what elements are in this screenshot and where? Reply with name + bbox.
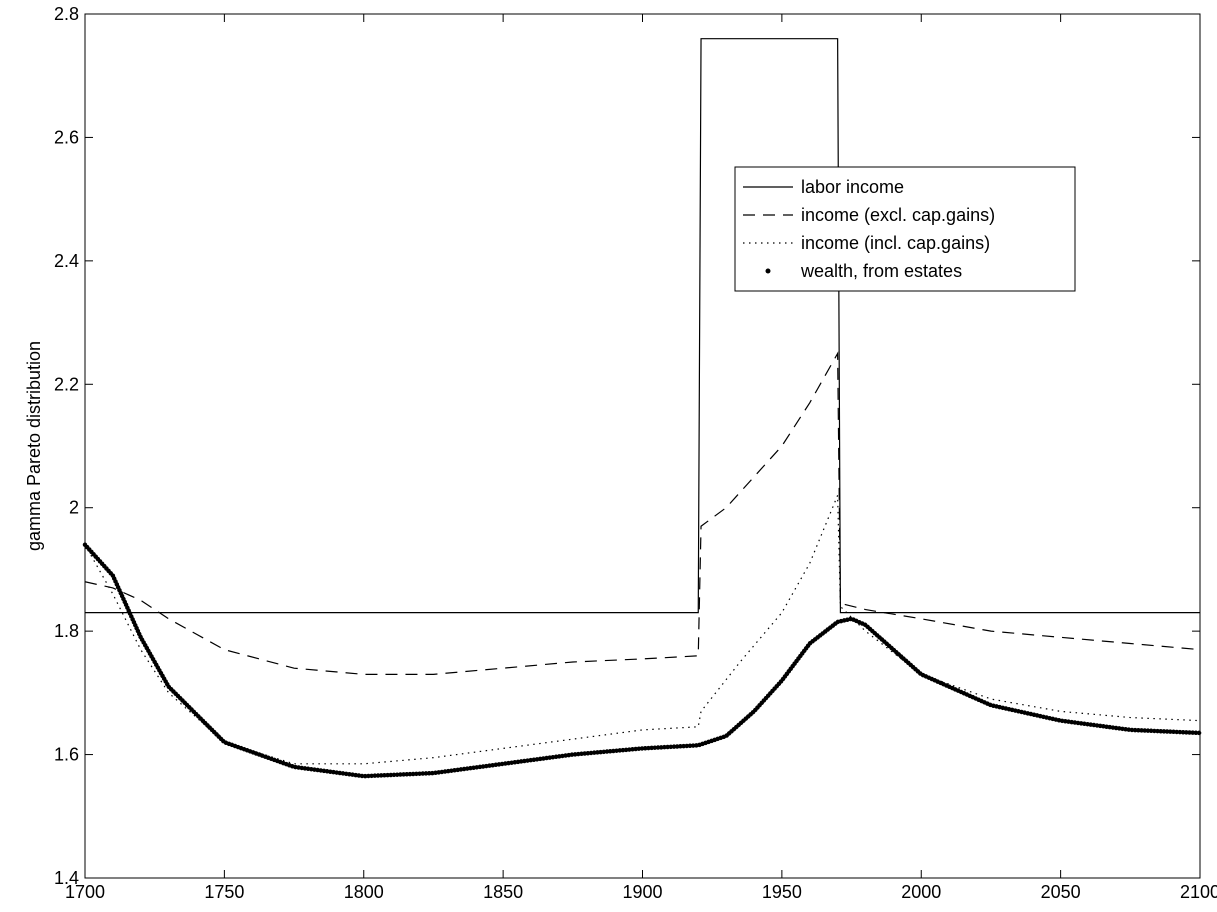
y-tick-label: 1.4 [54, 868, 79, 888]
x-tick-label: 1700 [65, 882, 105, 902]
y-tick-label: 2 [69, 498, 79, 518]
y-tick-label: 2.8 [54, 4, 79, 24]
x-tick-label: 2050 [1041, 882, 1081, 902]
legend-label: wealth, from estates [800, 261, 962, 281]
series-line [84, 495, 1201, 765]
y-tick-label: 2.6 [54, 127, 79, 147]
x-tick-label: 1850 [483, 882, 523, 902]
legend-label: income (incl. cap.gains) [801, 233, 990, 253]
y-tick-label: 1.8 [54, 621, 79, 641]
legend-box [734, 166, 1076, 292]
x-tick-label: 1750 [204, 882, 244, 902]
x-tick-label: 2100 [1180, 882, 1217, 902]
series-line [82, 542, 1203, 779]
series-line [84, 351, 1201, 675]
y-tick-label: 1.6 [54, 745, 79, 765]
x-tick-label: 1950 [762, 882, 802, 902]
y-axis-label: gamma Pareto distribution [24, 341, 44, 551]
legend-label: income (excl. cap.gains) [801, 205, 995, 225]
legend-swatch [765, 268, 771, 274]
x-tick-label: 1800 [344, 882, 384, 902]
y-tick-label: 2.2 [54, 374, 79, 394]
series-line [85, 38, 1200, 614]
y-tick-label: 2.4 [54, 251, 79, 271]
x-tick-label: 1900 [622, 882, 662, 902]
x-tick-label: 2000 [901, 882, 941, 902]
legend-label: labor income [801, 177, 904, 197]
